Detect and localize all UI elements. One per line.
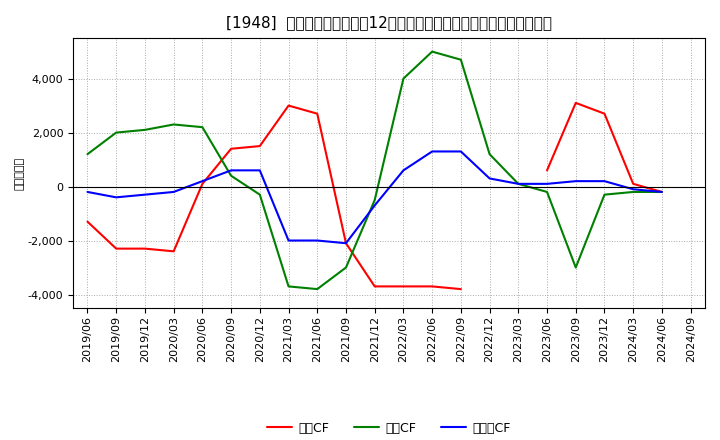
- 営業CF: [428, 284, 436, 289]
- フリーCF: [112, 195, 120, 200]
- 投資CF: [657, 189, 666, 194]
- 営業CF: [227, 146, 235, 151]
- 営業CF: [284, 103, 293, 108]
- 投資CF: [284, 284, 293, 289]
- 投資CF: [342, 265, 351, 270]
- フリーCF: [629, 187, 637, 192]
- 営業CF: [399, 284, 408, 289]
- 投資CF: [600, 192, 609, 197]
- 営業CF: [198, 181, 207, 187]
- フリーCF: [600, 179, 609, 184]
- フリーCF: [84, 189, 92, 194]
- 投資CF: [198, 125, 207, 130]
- 営業CF: [313, 111, 322, 116]
- 投資CF: [112, 130, 120, 135]
- フリーCF: [198, 179, 207, 184]
- 投資CF: [140, 127, 149, 132]
- フリーCF: [169, 189, 178, 194]
- 投資CF: [456, 57, 465, 62]
- 営業CF: [140, 246, 149, 251]
- 投資CF: [370, 198, 379, 203]
- 投資CF: [485, 151, 494, 157]
- Line: 営業CF: 営業CF: [88, 106, 461, 289]
- Line: フリーCF: フリーCF: [88, 151, 662, 243]
- フリーCF: [456, 149, 465, 154]
- フリーCF: [284, 238, 293, 243]
- Title: [1948]  キャッシュフローの12か月移動合計の対前年同期増減額の推移: [1948] キャッシュフローの12か月移動合計の対前年同期増減額の推移: [226, 15, 552, 30]
- 営業CF: [169, 249, 178, 254]
- 投資CF: [256, 192, 264, 197]
- フリーCF: [543, 181, 552, 187]
- 投資CF: [514, 181, 523, 187]
- Legend: 営業CF, 投資CF, フリーCF: 営業CF, 投資CF, フリーCF: [262, 417, 516, 440]
- Line: 投資CF: 投資CF: [88, 51, 662, 289]
- 投資CF: [543, 189, 552, 194]
- 営業CF: [342, 241, 351, 246]
- フリーCF: [514, 181, 523, 187]
- フリーCF: [572, 179, 580, 184]
- フリーCF: [657, 189, 666, 194]
- 投資CF: [313, 286, 322, 292]
- 営業CF: [456, 286, 465, 292]
- フリーCF: [428, 149, 436, 154]
- フリーCF: [370, 203, 379, 208]
- フリーCF: [399, 168, 408, 173]
- フリーCF: [313, 238, 322, 243]
- フリーCF: [342, 241, 351, 246]
- 投資CF: [428, 49, 436, 54]
- 営業CF: [256, 143, 264, 149]
- 投資CF: [572, 265, 580, 270]
- 営業CF: [84, 219, 92, 224]
- フリーCF: [485, 176, 494, 181]
- フリーCF: [227, 168, 235, 173]
- 投資CF: [169, 122, 178, 127]
- 投資CF: [629, 189, 637, 194]
- 営業CF: [112, 246, 120, 251]
- 投資CF: [227, 173, 235, 178]
- 営業CF: [370, 284, 379, 289]
- Y-axis label: （百万円）: （百万円）: [15, 157, 25, 190]
- 投資CF: [84, 151, 92, 157]
- フリーCF: [140, 192, 149, 197]
- フリーCF: [256, 168, 264, 173]
- 投資CF: [399, 76, 408, 81]
